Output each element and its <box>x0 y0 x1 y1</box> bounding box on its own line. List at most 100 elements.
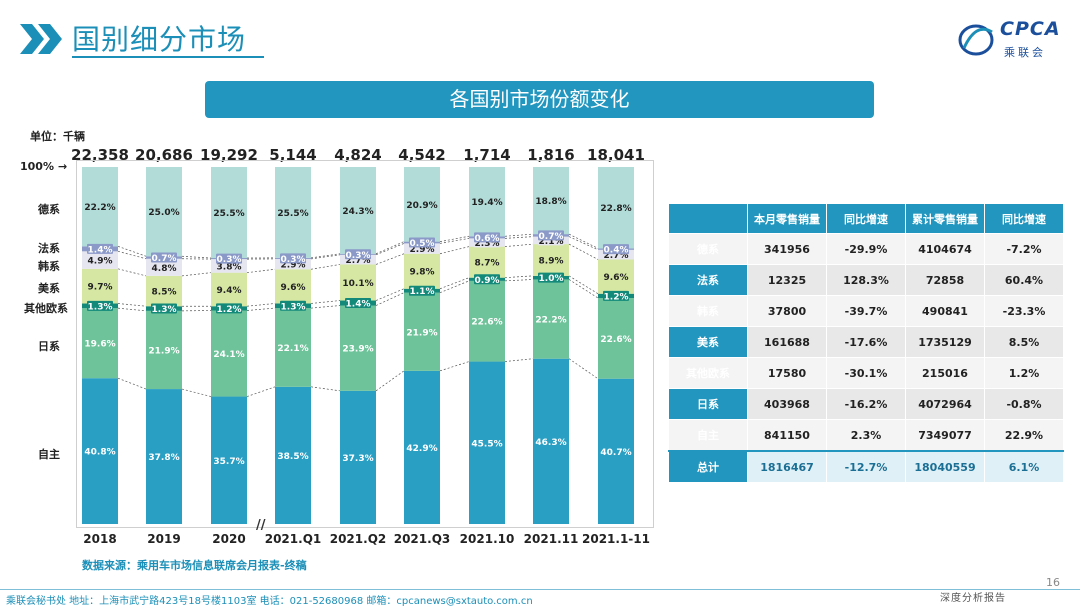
data-label: 1.3% <box>152 305 177 315</box>
data-label: 1.2% <box>604 292 629 302</box>
table-cell: 72858 <box>905 264 985 296</box>
series-label-other-european: 其他欧系 <box>24 302 68 315</box>
bar-segment <box>82 167 118 247</box>
connector-line <box>568 243 599 260</box>
data-label: 9.8% <box>410 268 435 278</box>
bar-segment <box>598 259 634 294</box>
data-label: 45.5% <box>471 439 502 449</box>
data-label: 9.7% <box>88 283 113 293</box>
table-cell: 22.9% <box>984 419 1064 452</box>
connector-line <box>310 253 341 259</box>
data-label: 22.2% <box>535 316 566 326</box>
x-tick-label: 2021.10 <box>459 532 515 546</box>
data-label: 22.1% <box>277 344 308 354</box>
bar-segment <box>146 310 182 390</box>
page-title: 国别细分市场 <box>72 23 247 56</box>
data-label: 21.9% <box>148 346 179 356</box>
data-label-background <box>280 300 306 311</box>
data-label: 22.8% <box>600 204 631 214</box>
data-label-background <box>538 272 564 283</box>
data-label: 0.5% <box>410 239 435 249</box>
series-label-german: 德系 <box>38 203 60 216</box>
connector-line <box>181 388 212 397</box>
bar-segment <box>275 167 311 258</box>
x-tick-label: 2020 <box>212 532 246 546</box>
chart-frame <box>76 160 654 528</box>
connector-line <box>310 386 341 392</box>
connector-line <box>310 264 341 270</box>
table-cell: -16.2% <box>826 388 906 420</box>
table-cell: -12.7% <box>826 450 906 483</box>
bar-segment <box>275 258 311 270</box>
connector-line <box>117 377 147 390</box>
connector-line <box>375 370 405 392</box>
total-label: 1,714 <box>463 146 511 164</box>
table-cell: -7.2% <box>984 233 1064 265</box>
bar-segment <box>533 358 569 524</box>
bar-segment <box>598 167 634 249</box>
connector-line <box>375 253 405 265</box>
data-label: 0.7% <box>152 254 177 264</box>
data-label: 37.8% <box>148 453 179 463</box>
data-label: 19.6% <box>84 340 115 350</box>
x-tick-label: 2021.Q2 <box>329 532 387 546</box>
table-cell: 4072964 <box>905 388 985 420</box>
table-cell: 17580 <box>747 357 827 389</box>
connector-line <box>504 233 534 237</box>
data-label-background <box>216 303 242 314</box>
data-label-background <box>409 285 435 296</box>
data-label: 25.0% <box>148 208 179 218</box>
data-label-background <box>603 290 629 301</box>
connector-line <box>439 246 470 255</box>
table-row-header: 德系 <box>668 233 748 265</box>
data-label-background <box>345 249 371 260</box>
connector-line <box>504 275 534 279</box>
table-header-cell: 同比增速 <box>826 203 906 234</box>
table-header-row: 本月零售销量 同比增速 累计零售销量 同比增速 <box>668 203 1064 234</box>
data-label: 46.3% <box>535 438 566 448</box>
bar-segment <box>598 378 634 524</box>
bar-segment <box>404 243 440 254</box>
connector-line <box>568 279 599 299</box>
connector-line <box>375 241 405 255</box>
connector-line <box>310 305 341 309</box>
data-label: 0.3% <box>346 251 371 261</box>
table-row: 日系 403968 -16.2% 4072964 -0.8% <box>668 388 1064 420</box>
x-tick-label: 2021.1-11 <box>582 532 650 546</box>
table-cell: 7349077 <box>905 419 985 452</box>
table-cell: 1.2% <box>984 357 1064 389</box>
table-row-header: 其他欧系 <box>668 357 748 389</box>
data-label: 8.9% <box>539 256 564 266</box>
chart-title-banner: 各国别市场份额变化 <box>205 81 874 118</box>
connector-line <box>568 233 599 249</box>
table-cell: 6.1% <box>984 450 1064 483</box>
connector-line <box>568 275 599 295</box>
bar-segment <box>340 254 376 265</box>
connector-line <box>375 288 405 301</box>
data-label: 0.6% <box>475 234 500 244</box>
data-label: 25.5% <box>277 209 308 219</box>
table-cell: 490841 <box>905 295 985 327</box>
x-tick-label: 2021.Q3 <box>393 532 451 546</box>
bar-segment <box>404 370 440 524</box>
table-cell: -39.7% <box>826 295 906 327</box>
connector-line <box>568 358 599 379</box>
data-label: 1.3% <box>281 302 306 312</box>
bar-segment <box>146 167 182 257</box>
data-label-background <box>280 253 306 264</box>
total-label: 4,542 <box>398 146 446 164</box>
table-row-header: 韩系 <box>668 295 748 327</box>
page-number: 16 <box>1046 576 1060 589</box>
table-cell: 1816467 <box>747 450 827 483</box>
bar-segment <box>146 258 182 276</box>
bar-segment <box>82 308 118 379</box>
table-row-header: 日系 <box>668 388 748 420</box>
connector-line <box>504 243 534 247</box>
data-label: 4.8% <box>152 264 177 274</box>
total-label: 22,358 <box>71 146 129 164</box>
total-label: 4,824 <box>334 146 382 164</box>
connector-line <box>117 246 147 257</box>
data-label: 0.3% <box>281 255 306 265</box>
connector-line <box>504 358 534 362</box>
hundred-percent-label: 100% <box>20 160 54 173</box>
